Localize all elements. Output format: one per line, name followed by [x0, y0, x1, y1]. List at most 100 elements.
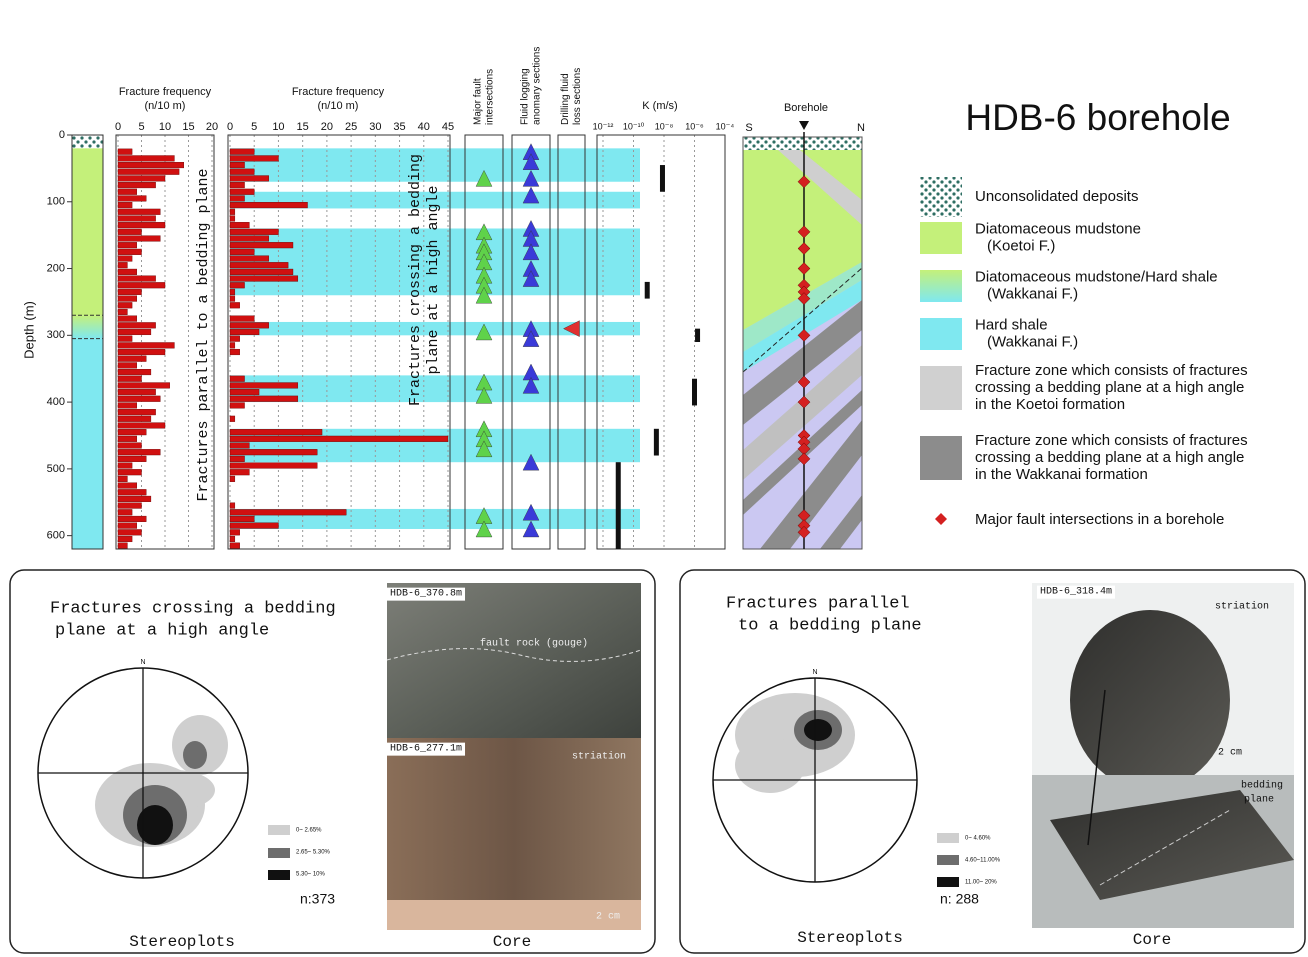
bar: [230, 349, 240, 355]
bar: [230, 209, 235, 215]
caption: Stereoplots: [797, 929, 903, 947]
core-label: striation: [572, 751, 626, 763]
bar: [230, 189, 254, 195]
bar: [230, 242, 293, 248]
bar: [230, 302, 240, 308]
y-axis-label: Depth (m): [21, 301, 36, 359]
sample-count: n:373: [300, 891, 335, 907]
legend-text: Fracture zone which consists of fracture…: [975, 432, 1248, 449]
bar: [118, 149, 132, 155]
page: { "title": "HDB-6 borehole", "depth_axis…: [0, 0, 1308, 957]
legend-swatch: [920, 270, 962, 302]
x-tick-label: 10⁻⁶: [685, 121, 704, 131]
x-tick-label: 10: [272, 121, 284, 133]
x-tick-label: 0: [115, 121, 121, 133]
bar: [230, 149, 254, 155]
bar: [118, 356, 146, 362]
k-interval: [695, 329, 700, 342]
k-interval: [616, 462, 621, 549]
stereonet-north: N: [812, 669, 817, 676]
bar: [118, 429, 146, 435]
bar: [118, 336, 132, 342]
x-tick-label: 15: [297, 121, 309, 133]
legend-text: Unconsolidated deposits: [975, 188, 1138, 205]
bar: [118, 469, 142, 475]
bar: [118, 156, 174, 162]
bar: [118, 523, 137, 529]
legend-marker: [935, 513, 947, 525]
bar: [118, 489, 146, 495]
lithology-unit: [72, 339, 103, 549]
legend-swatch: [920, 177, 962, 217]
bar: [118, 536, 132, 542]
y-tick-label: 600: [47, 530, 65, 542]
bar: [118, 182, 156, 188]
bar: [118, 229, 142, 235]
stereonet-north: N: [140, 659, 145, 666]
section-side: N: [857, 122, 865, 134]
bar: [118, 496, 151, 502]
legend-text: (Koetoi F.): [987, 237, 1055, 254]
core-label: HDB-6_277.1m: [390, 744, 462, 755]
column-header: intersections: [485, 69, 496, 125]
x-tick-label: 35: [393, 121, 405, 133]
bar: [118, 383, 170, 389]
column-header: Borehole: [784, 102, 828, 114]
bar: [230, 229, 278, 235]
panel-title: Fractures crossing a bedding: [50, 599, 336, 618]
bar: [230, 536, 235, 542]
panel-label: plane at a high angle: [425, 185, 442, 374]
bar: [118, 169, 179, 175]
bar: [230, 543, 240, 549]
bar: [118, 349, 165, 355]
bar: [230, 169, 254, 175]
bar: [230, 262, 288, 268]
bar: [230, 429, 322, 435]
bar: [118, 436, 137, 442]
x-tick-label: 10⁻⁴: [716, 121, 735, 131]
bar: [230, 523, 278, 529]
bar: [118, 202, 132, 208]
column-header: K (m/s): [642, 100, 677, 112]
legend-text: in the Koetoi formation: [975, 396, 1125, 413]
bar: [230, 383, 298, 389]
caption: Stereoplots: [129, 933, 235, 951]
bar: [118, 269, 137, 275]
bar: [118, 216, 156, 222]
bar: [230, 282, 245, 288]
bar: [118, 236, 160, 242]
bar: [118, 282, 165, 288]
bar: [118, 296, 137, 302]
bar: [118, 196, 146, 202]
panel-title: Fractures parallel: [726, 594, 910, 613]
x-tick-label: 20: [206, 121, 218, 133]
bar: [230, 222, 249, 228]
bar: [230, 296, 235, 302]
caption: Core: [1133, 931, 1171, 949]
bar: [118, 463, 132, 469]
x-tick-label: 40: [418, 121, 430, 133]
x-tick-label: 10⁻¹⁰: [623, 121, 645, 131]
bar: [230, 162, 245, 168]
bar: [230, 529, 240, 535]
y-tick-label: 500: [47, 463, 65, 475]
borehole-arrow: [799, 121, 809, 130]
bar: [118, 403, 137, 409]
y-tick-label: 200: [47, 262, 65, 274]
core-label: striation: [1215, 601, 1269, 613]
core-label: plane: [1244, 794, 1274, 806]
contour-label: 5.30~ 10%: [296, 872, 326, 878]
x-tick-label: 5: [138, 121, 144, 133]
y-tick-label: 400: [47, 396, 65, 408]
legend-text: Hard shale: [975, 316, 1048, 333]
bar: [230, 503, 235, 509]
legend-text: in the Wakkanai formation: [975, 466, 1148, 483]
contour-label: 4.60~11.00%: [965, 858, 1001, 864]
legend-text: crossing a bedding plane at a high angle: [975, 449, 1244, 466]
bar: [230, 463, 317, 469]
legend-text: crossing a bedding plane at a high angle: [975, 379, 1244, 396]
k-interval: [654, 429, 659, 456]
bar: [230, 343, 235, 349]
bar: [118, 456, 146, 462]
bar: [118, 302, 132, 308]
